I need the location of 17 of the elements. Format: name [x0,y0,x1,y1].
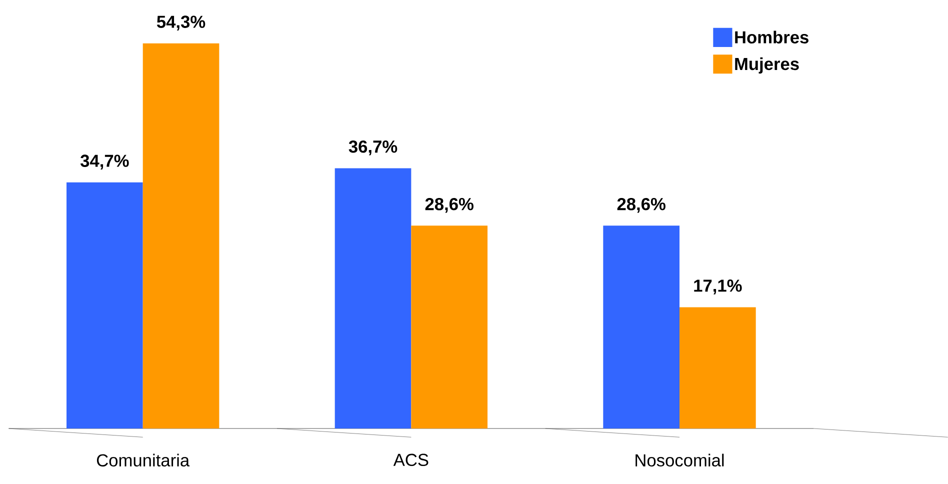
x-tick-label: ACS [393,454,428,466]
bar [680,307,756,428]
data-label: 54,3% [156,16,206,30]
data-label: 34,7% [80,154,129,170]
bar [411,226,488,428]
bar [66,182,143,428]
bar [334,168,412,428]
data-label: 28,6% [617,198,666,213]
legend-label: Mujeres [735,57,799,74]
bar [142,43,220,428]
x-tick-label: Comunitaria [96,454,190,467]
bar [603,226,680,428]
data-label: 36,7% [348,140,398,156]
data-label: 28,6% [425,198,474,213]
legend-label: Hombres [735,30,808,44]
x-tick-label: Nosocomial [636,454,724,467]
data-label: 17,1% [694,280,742,294]
